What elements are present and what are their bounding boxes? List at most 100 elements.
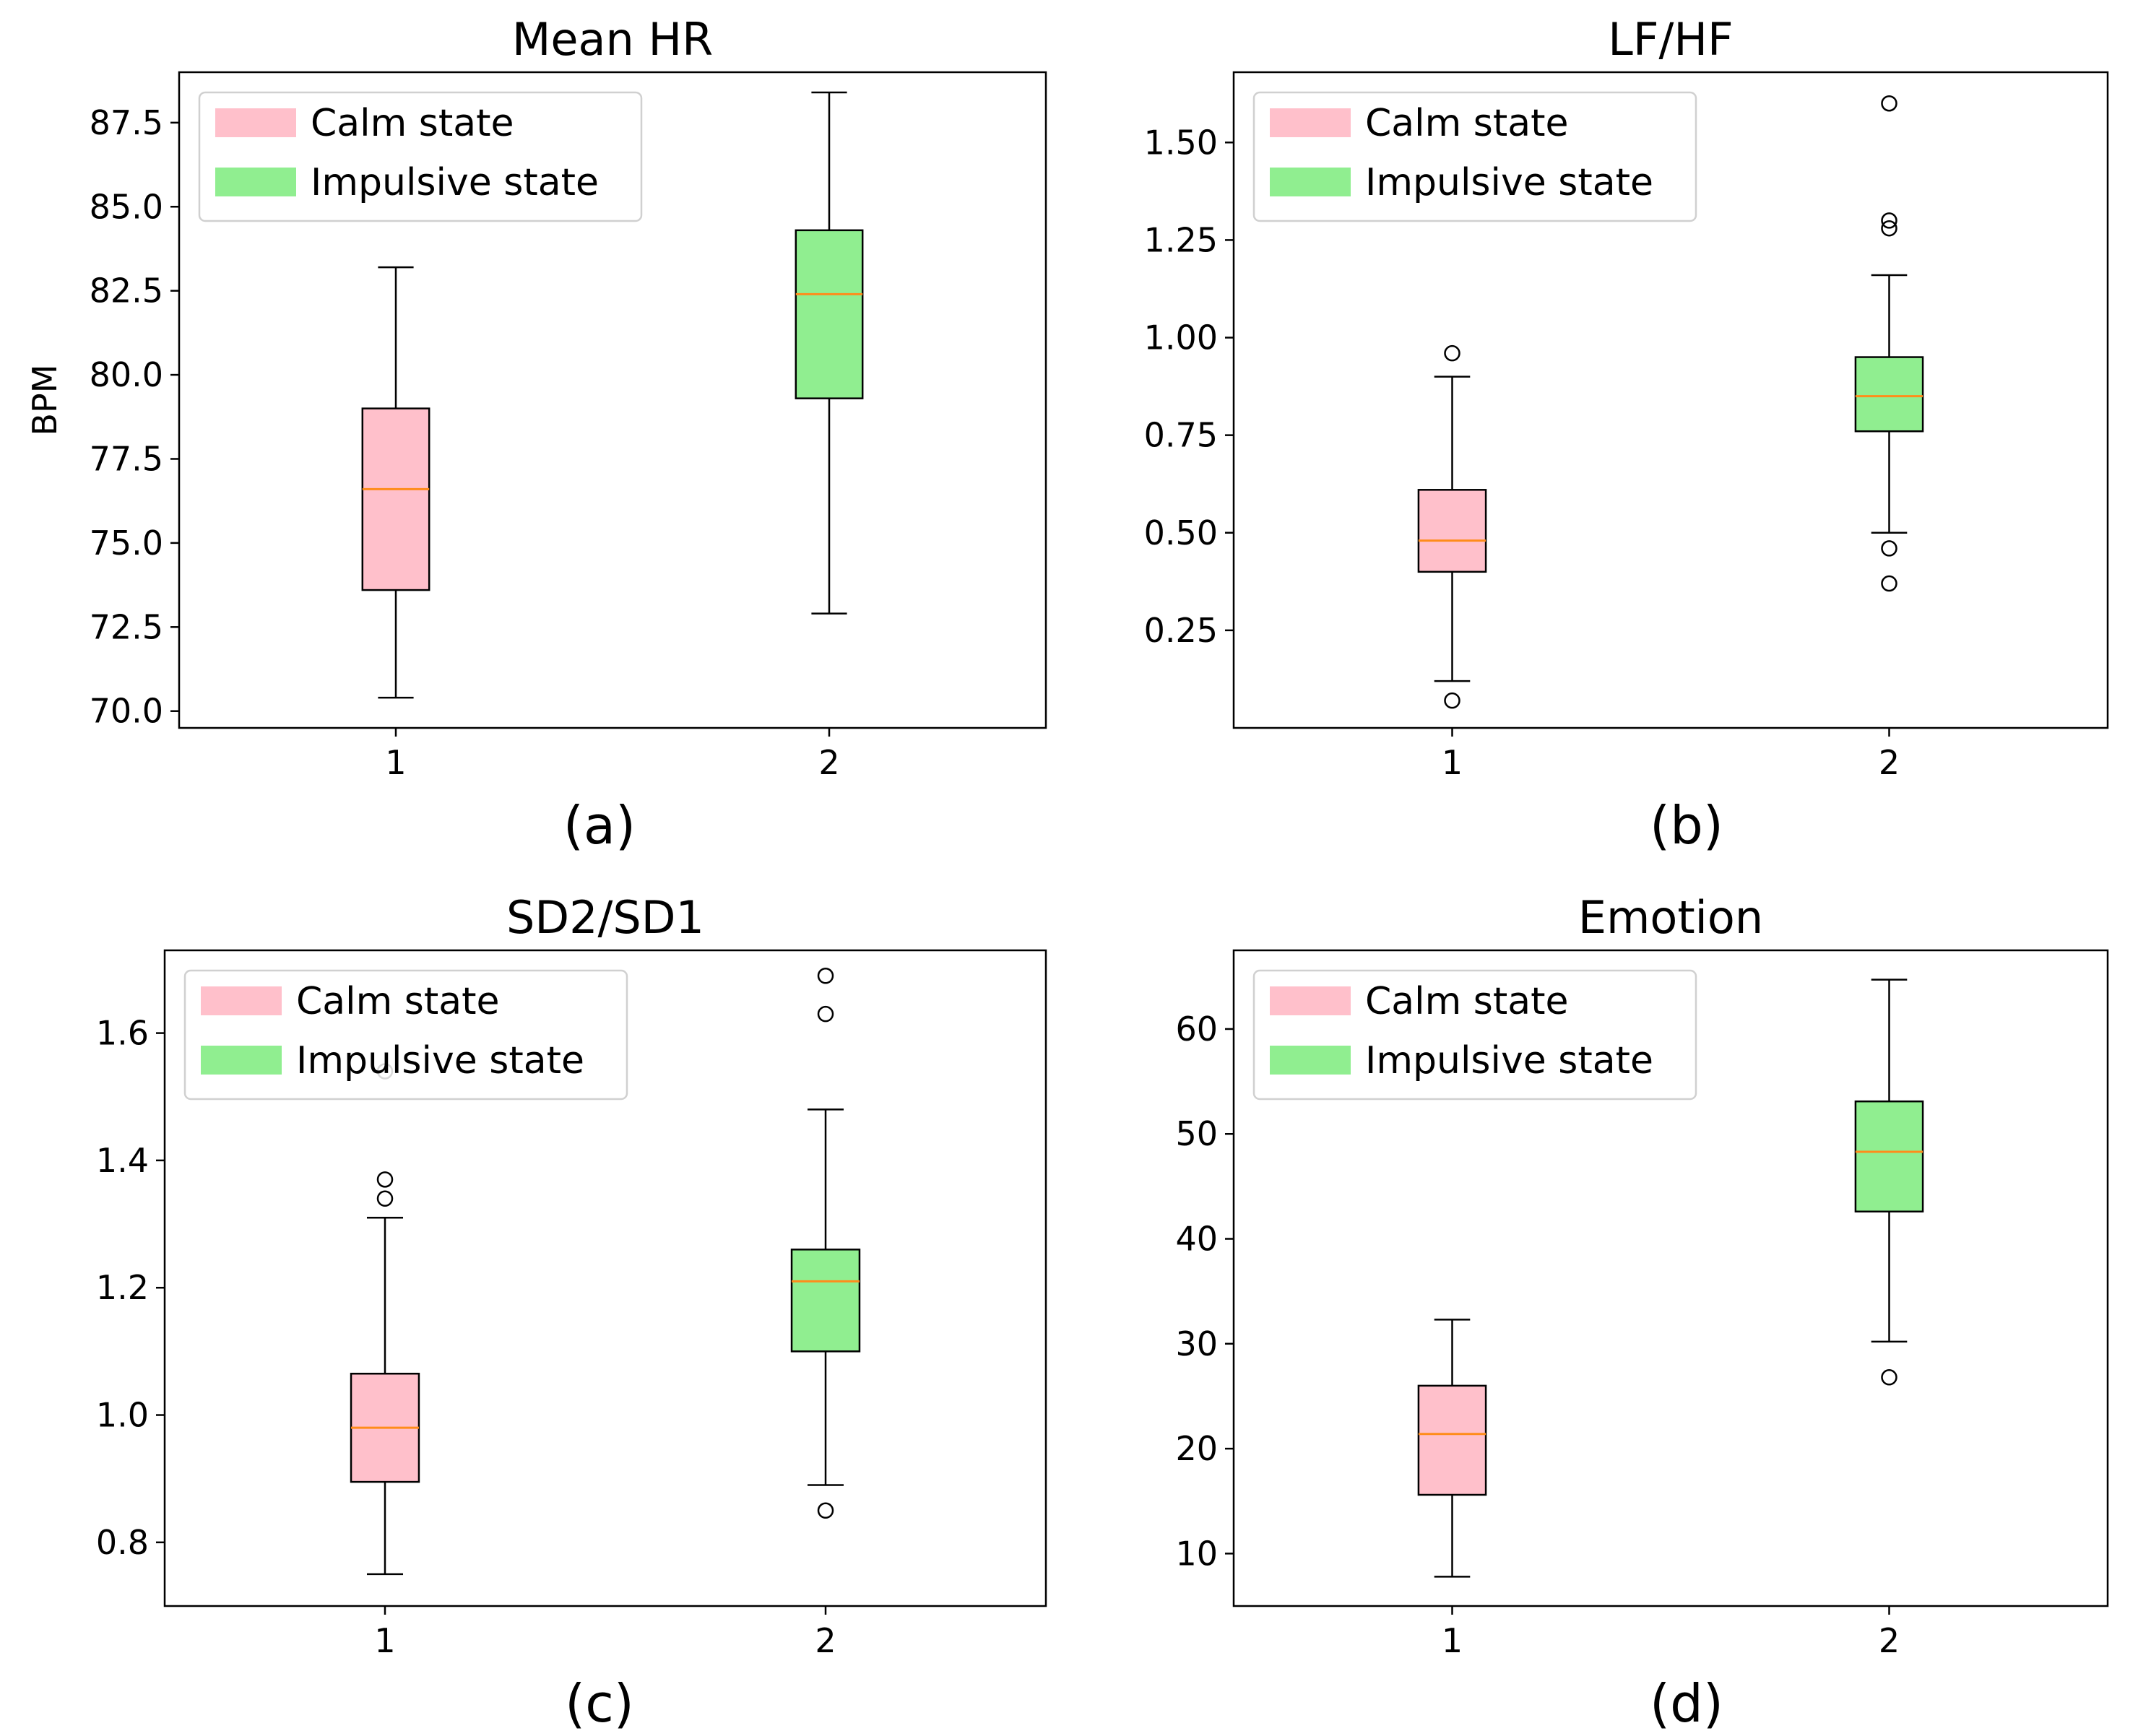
y-tick-label: 1.0 <box>96 1396 149 1435</box>
legend: Calm state Impulsive state <box>198 91 643 222</box>
y-axis-label: BPM <box>25 365 64 436</box>
box-impulsive <box>1854 978 1924 1386</box>
legend-swatch <box>1270 986 1351 1015</box>
box-iqr <box>361 407 430 591</box>
panel-label: (c) <box>565 1673 634 1734</box>
outlier-point <box>1881 575 1897 592</box>
legend-swatch <box>1270 168 1351 196</box>
x-tick-label: 2 <box>815 1621 836 1660</box>
panel-label: (d) <box>1650 1673 1723 1734</box>
box-calm <box>1417 1319 1487 1578</box>
y-tick-label: 1.25 <box>1144 220 1218 259</box>
outlier-point <box>1881 95 1897 112</box>
y-tick-label: 70.0 <box>90 692 163 731</box>
chart-title: SD2/SD1 <box>506 891 704 944</box>
y-tick-label: 87.5 <box>90 103 163 142</box>
legend-swatch <box>1270 108 1351 137</box>
y-tick-label: 1.4 <box>96 1141 149 1180</box>
chart-title: Mean HR <box>512 13 713 66</box>
legend: Calm state Impulsive state <box>1252 91 1697 222</box>
y-tick-label: 1.2 <box>96 1268 149 1307</box>
chart-panel-2: LF/HF 0.25 0.50 0.75 1.00 1.25 1.50 1 2 Calm stat… <box>1144 13 2109 856</box>
box-calm <box>350 1063 420 1576</box>
x-tick-label: 2 <box>818 743 839 782</box>
legend-label: Impulsive state <box>311 161 599 204</box>
chart-title: LF/HF <box>1608 13 1733 66</box>
box-iqr <box>1417 489 1487 573</box>
legend-swatch <box>201 1046 282 1075</box>
x-tick-label: 1 <box>1442 743 1463 782</box>
legend: Calm state Impulsive state <box>1252 969 1697 1101</box>
y-tick-label: 1.00 <box>1144 318 1218 357</box>
y-tick-label: 80.0 <box>90 355 163 394</box>
y-tick-label: 0.50 <box>1144 513 1218 552</box>
y-tick-label: 85.0 <box>90 187 163 226</box>
y-tick-label: 77.5 <box>90 439 163 478</box>
y-tick-label: 0.75 <box>1144 416 1218 455</box>
box-calm <box>361 266 430 699</box>
panel-label: (a) <box>563 795 636 856</box>
outlier-point <box>1444 344 1460 362</box>
y-tick-label: 40 <box>1175 1220 1218 1259</box>
outlier-point <box>817 1005 834 1023</box>
legend-swatch <box>215 108 296 137</box>
y-tick-label: 82.5 <box>90 272 163 311</box>
y-tick-label: 20 <box>1175 1429 1218 1468</box>
legend-frame <box>1252 969 1697 1101</box>
x-tick-label: 2 <box>1879 1621 1900 1660</box>
chart-panel-3: SD2/SD1 0.8 1.0 1.2 1.4 1.6 1 2 Calm state Impuls… <box>96 891 1047 1734</box>
outlier-point <box>1881 1369 1897 1386</box>
legend-label: Impulsive state <box>296 1039 584 1082</box>
legend-label: Calm state <box>311 102 514 145</box>
chart-title: Emotion <box>1578 891 1763 944</box>
legend-swatch <box>201 986 282 1015</box>
y-tick-label: 0.25 <box>1144 611 1218 650</box>
legend-frame <box>1252 91 1697 222</box>
box-impulsive <box>790 968 861 1519</box>
x-tick-label: 2 <box>1879 743 1900 782</box>
x-tick-label: 1 <box>1442 1621 1463 1660</box>
y-tick-label: 60 <box>1175 1010 1218 1049</box>
y-tick-label: 50 <box>1175 1114 1218 1153</box>
y-tick-label: 30 <box>1175 1324 1218 1363</box>
legend-swatch <box>1270 1046 1351 1075</box>
outlier-point <box>1881 220 1897 237</box>
y-tick-label: 75.0 <box>90 524 163 563</box>
legend-label: Impulsive state <box>1365 1039 1653 1082</box>
outlier-point <box>817 968 834 984</box>
box-impulsive <box>795 91 864 615</box>
legend-label: Impulsive state <box>1365 161 1653 204</box>
legend-label: Calm state <box>1365 980 1569 1023</box>
plot-frame <box>178 71 1047 729</box>
box-impulsive <box>1854 95 1924 592</box>
y-tick-label: 1.50 <box>1144 123 1218 162</box>
outlier-point <box>1881 212 1897 229</box>
plot-frame <box>163 949 1047 1607</box>
x-tick-label: 1 <box>374 1621 395 1660</box>
outlier-point <box>1881 540 1897 557</box>
y-tick-label: 0.8 <box>96 1523 149 1562</box>
box-iqr <box>795 229 864 399</box>
chart-panel-4: Emotion 10 20 30 40 50 60 1 2 Calm state Impulsive… <box>1175 891 2109 1734</box>
plot-frame <box>1232 71 2109 729</box>
outlier-point <box>376 1190 394 1207</box>
legend-label: Calm state <box>1365 102 1569 145</box>
plot-frame <box>1232 949 2109 1607</box>
chart-panel-1: Mean HR 70.0 72.5 75.0 77.5 80.0 82.5 85.0 87.5 B… <box>25 13 1047 856</box>
outlier-point <box>817 1502 834 1519</box>
legend: Calm state Impulsive state <box>183 969 628 1101</box>
y-tick-label: 10 <box>1175 1534 1218 1573</box>
legend-frame <box>198 91 643 222</box>
outlier-point <box>376 1171 394 1188</box>
box-calm <box>1417 344 1487 709</box>
legend-swatch <box>215 168 296 196</box>
box-iqr <box>1854 1100 1924 1212</box>
y-tick-label: 1.6 <box>96 1014 149 1053</box>
panel-label: (b) <box>1650 795 1723 856</box>
x-tick-label: 1 <box>385 743 406 782</box>
outlier-point <box>1444 692 1460 709</box>
box-iqr <box>790 1249 861 1353</box>
box-iqr <box>1854 356 1924 433</box>
box-iqr <box>1417 1384 1487 1496</box>
